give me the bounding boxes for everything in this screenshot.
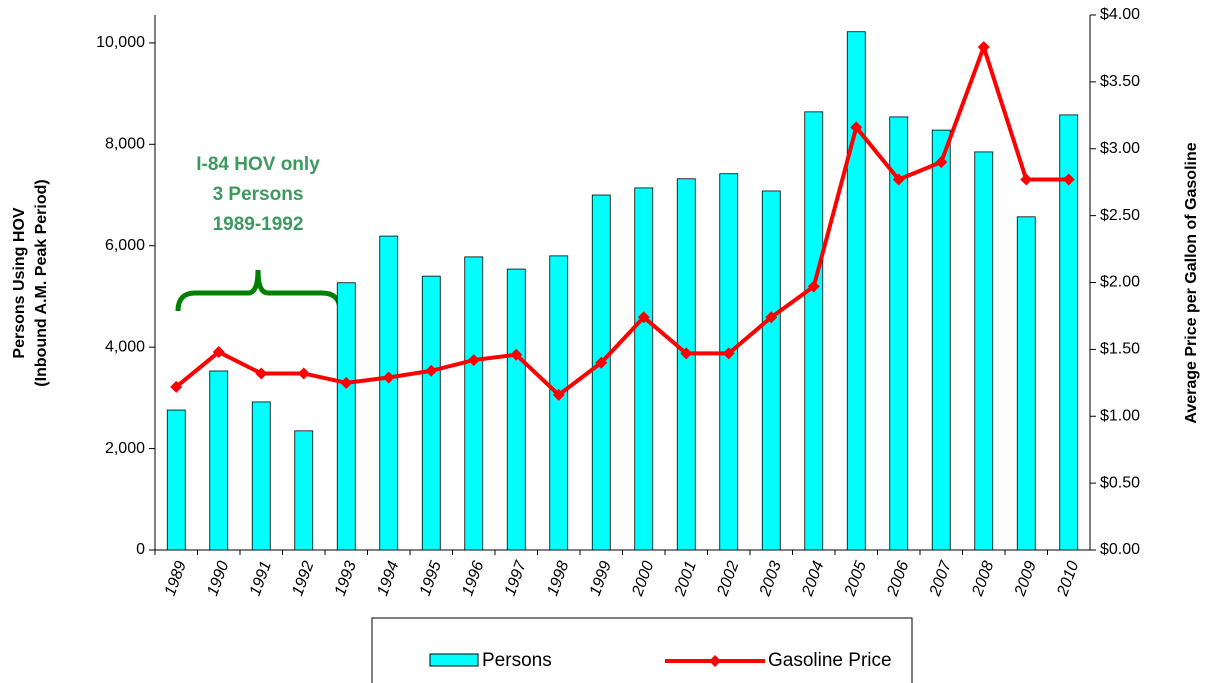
price-marker	[212, 346, 225, 359]
x-tick-label: 1997	[502, 558, 531, 598]
y2-tick-label: $3.00	[1100, 140, 1140, 157]
price-marker	[510, 348, 523, 361]
bar	[931, 129, 951, 551]
annotation: I-84 HOV only	[196, 154, 320, 175]
bar	[1016, 216, 1036, 551]
price-marker	[680, 347, 693, 360]
price-marker	[807, 280, 820, 293]
legend-label: Persons	[482, 650, 552, 671]
y-tick-label: 10,000	[96, 34, 145, 51]
annotation: 3 Persons	[213, 184, 304, 205]
bar	[549, 255, 569, 551]
bar	[634, 187, 654, 551]
y2-tick-label: $0.50	[1100, 474, 1140, 491]
y-tick-label: 6,000	[105, 237, 145, 254]
bar	[889, 116, 909, 551]
price-marker	[297, 367, 310, 380]
y2-tick-label: $3.50	[1100, 73, 1140, 90]
y2-tick-label: $0.00	[1100, 541, 1140, 558]
x-tick-label: 1998	[544, 559, 572, 598]
x-tick-label: 2003	[756, 559, 785, 599]
legend-marker	[709, 655, 721, 667]
legend-box	[371, 617, 913, 683]
y-tick-label: 0	[136, 541, 145, 558]
price-line	[174, 40, 1069, 398]
x-tick-label: 1989	[162, 559, 190, 598]
x-tick-label: 1993	[332, 559, 360, 598]
y-tick-label: 4,000	[105, 338, 145, 355]
price-marker	[892, 173, 905, 186]
bar	[676, 178, 696, 551]
x-tick-label: 2009	[1011, 559, 1040, 599]
price-marker	[1062, 173, 1075, 186]
x-tick-label: 2000	[629, 559, 658, 599]
y-tick-label: 8,000	[105, 136, 145, 153]
legend-label: Gasoline Price	[768, 650, 892, 671]
x-tick-label: 1994	[374, 559, 402, 598]
y2-tick-label: $1.00	[1100, 407, 1140, 424]
price-marker	[595, 356, 608, 369]
bar	[846, 31, 866, 551]
bar	[166, 409, 186, 551]
bar	[379, 235, 399, 551]
y-axis-label: (Inbound A.M. Peak Period)	[33, 179, 50, 386]
brace	[175, 269, 343, 312]
y2-tick-label: $2.50	[1100, 207, 1140, 224]
bar	[421, 275, 441, 551]
price-marker	[170, 380, 183, 393]
price-marker	[935, 156, 948, 169]
y2-axis-label: Average Price per Gallon of Gasoline	[1183, 142, 1200, 423]
x-tick-label: 2001	[671, 559, 700, 599]
price-marker	[382, 371, 395, 384]
x-tick-label: 1990	[204, 559, 232, 598]
x-tick-label: 1991	[247, 559, 275, 598]
bar	[591, 194, 611, 551]
y-axis-label: Persons Using HOV	[11, 207, 28, 358]
price-marker	[850, 121, 863, 134]
price-marker	[1020, 173, 1033, 186]
price-marker	[722, 347, 735, 360]
y2-tick-label: $4.00	[1100, 6, 1140, 23]
bar	[719, 173, 739, 551]
bar	[804, 111, 824, 551]
y2-tick-label: $1.50	[1100, 341, 1140, 358]
x-tick-label: 2002	[714, 559, 743, 599]
x-tick-label: 2007	[926, 558, 955, 599]
price-marker	[765, 311, 778, 324]
bar	[294, 430, 314, 551]
price-marker	[637, 311, 650, 324]
price-marker	[255, 367, 268, 380]
bar	[974, 151, 994, 551]
bar	[209, 370, 229, 551]
x-tick-label: 1992	[289, 559, 317, 598]
price-marker	[425, 364, 438, 377]
y2-tick-label: $2.00	[1100, 274, 1140, 291]
x-tick-label: 2006	[884, 559, 913, 599]
x-tick-label: 1995	[417, 559, 445, 598]
bar	[761, 190, 781, 551]
price-marker	[340, 376, 353, 389]
bar	[506, 268, 526, 551]
x-tick-label: 1996	[459, 559, 487, 598]
price-marker	[977, 41, 990, 54]
bar	[336, 282, 356, 551]
x-tick-label: 2008	[969, 559, 998, 599]
bar	[464, 256, 484, 551]
x-tick-label: 2004	[799, 559, 828, 599]
y-tick-label: 2,000	[105, 440, 145, 457]
bar	[251, 401, 271, 551]
x-tick-label: 1999	[587, 559, 615, 598]
price-marker	[552, 388, 565, 401]
bar	[1059, 114, 1079, 551]
annotation: 1989-1992	[213, 214, 304, 235]
price-marker	[467, 354, 480, 367]
legend-swatch	[429, 653, 479, 667]
x-tick-label: 2005	[841, 559, 870, 599]
x-tick-label: 2010	[1054, 559, 1083, 599]
